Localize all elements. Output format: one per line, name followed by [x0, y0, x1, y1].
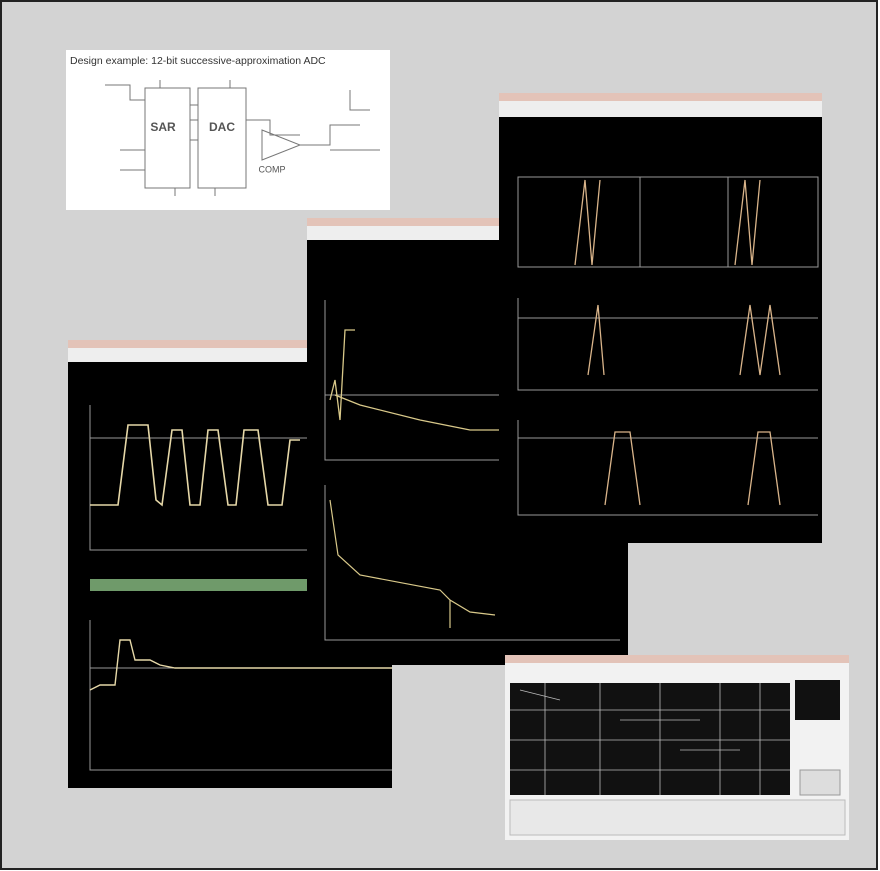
block-label: COMP [259, 164, 286, 174]
block-label: SAR [150, 120, 176, 134]
layout-window [505, 655, 849, 840]
decoration-rect [510, 683, 790, 795]
decoration-rect [499, 93, 822, 101]
decoration-rect [505, 655, 849, 663]
page: Design example: 12-bit successive-approx… [0, 0, 880, 871]
collage: Design example: 12-bit successive-approx… [0, 0, 880, 871]
waveform-window [499, 93, 822, 543]
schematic-title: Design example: 12-bit successive-approx… [70, 55, 326, 67]
decoration-rect [510, 800, 845, 835]
block-label: DAC [209, 120, 235, 134]
decoration-rect [800, 770, 840, 795]
decoration-rect [795, 680, 840, 720]
decoration-rect [499, 101, 822, 117]
schematic: Design example: 12-bit successive-approx… [66, 50, 390, 210]
